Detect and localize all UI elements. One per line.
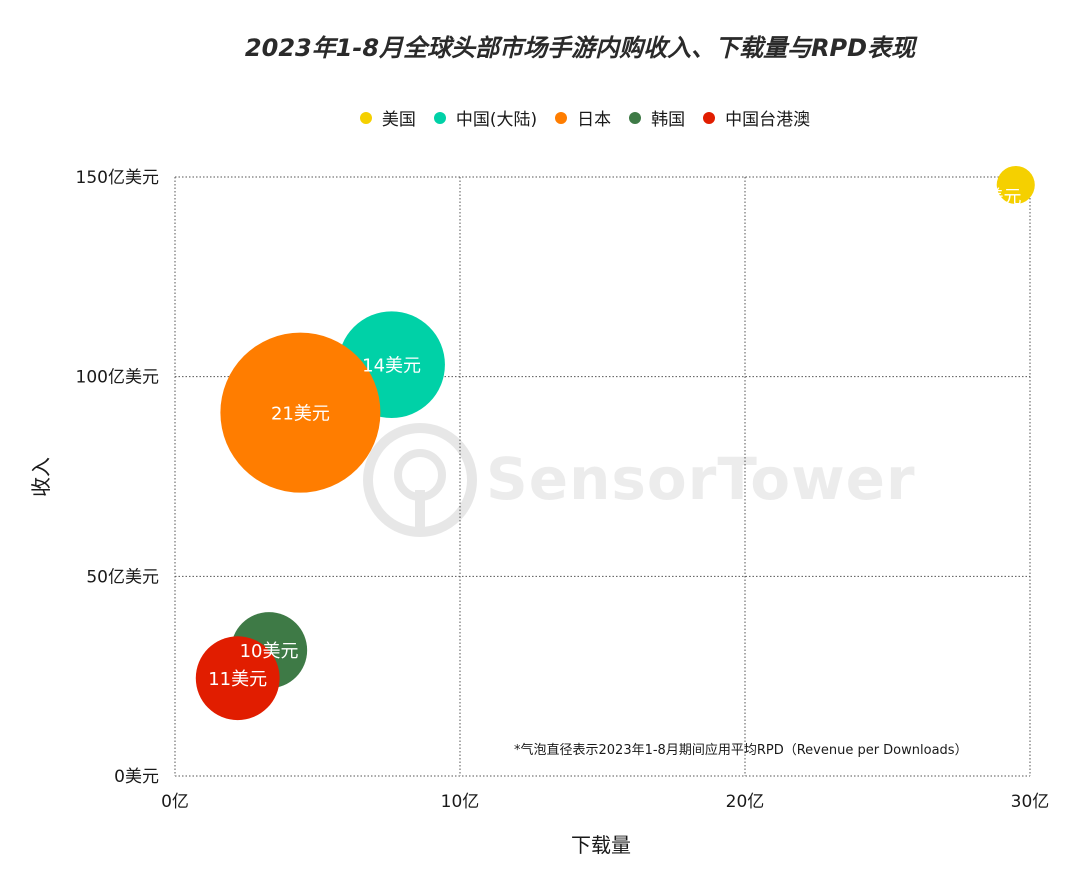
legend-marker: [359, 111, 372, 124]
legend-item: 韩国: [629, 105, 685, 130]
legend-item: 中国(大陆): [433, 105, 538, 130]
x-axis-title: 下载量: [571, 833, 631, 857]
chart-title: 2023年1-8月全球头部市场手游内购收入、下载量与RPD表现: [244, 34, 916, 62]
watermark-text: SensorTower: [486, 445, 916, 513]
legend-item: 中国台港澳: [703, 105, 810, 130]
legend-label: 美国: [381, 110, 416, 130]
ticks: 0亿 10亿 20亿 30亿 0美元 50亿美元 100亿美元 150亿美元: [76, 168, 1050, 812]
y-axis-title: 收入: [29, 457, 53, 497]
bubble-data-label: 5美元: [974, 187, 1021, 208]
y-tick-label: 100亿美元: [76, 368, 159, 388]
y-tick-label: 150亿美元: [76, 168, 159, 188]
bubble-data-label: 11美元: [208, 669, 267, 690]
bubble-data-label: 21美元: [271, 404, 330, 425]
legend-marker: [703, 111, 716, 124]
legend-label: 日本: [577, 110, 612, 130]
legend: 美国 中国(大陆) 日本 韩国 中国台港澳: [0, 105, 1080, 130]
bubble-data-label: 14美元: [362, 356, 421, 377]
legend-label: 中国台港澳: [725, 110, 811, 130]
legend-item: 美国: [359, 105, 416, 130]
grid: [174, 176, 1031, 777]
legend-marker: [555, 111, 568, 124]
bubbles: 5美元 14美元 21美元 10美元 11美元: [195, 165, 1035, 721]
bubble-data-label: 10美元: [240, 641, 299, 662]
y-tick-label: 50亿美元: [86, 567, 159, 587]
x-tick-label: 10亿: [441, 792, 480, 812]
bubble-point: [996, 165, 1035, 205]
x-tick-label: 20亿: [726, 792, 765, 812]
legend-marker: [629, 111, 642, 124]
x-tick-label: 30亿: [1011, 792, 1050, 812]
x-tick-label: 0亿: [161, 792, 189, 812]
bubble-point: [220, 332, 381, 493]
legend-label: 中国(大陆): [455, 110, 538, 130]
footnote: *气泡直径表示2023年1-8月期间应用平均RPD（Revenue per Do…: [514, 743, 968, 758]
legend-item: 日本: [555, 105, 611, 130]
y-tick-label: 0美元: [114, 767, 159, 787]
legend-marker: [433, 111, 446, 124]
legend-label: 韩国: [651, 110, 686, 130]
sensortower-logo-icon: [363, 423, 477, 537]
bubble-point: [195, 636, 280, 721]
